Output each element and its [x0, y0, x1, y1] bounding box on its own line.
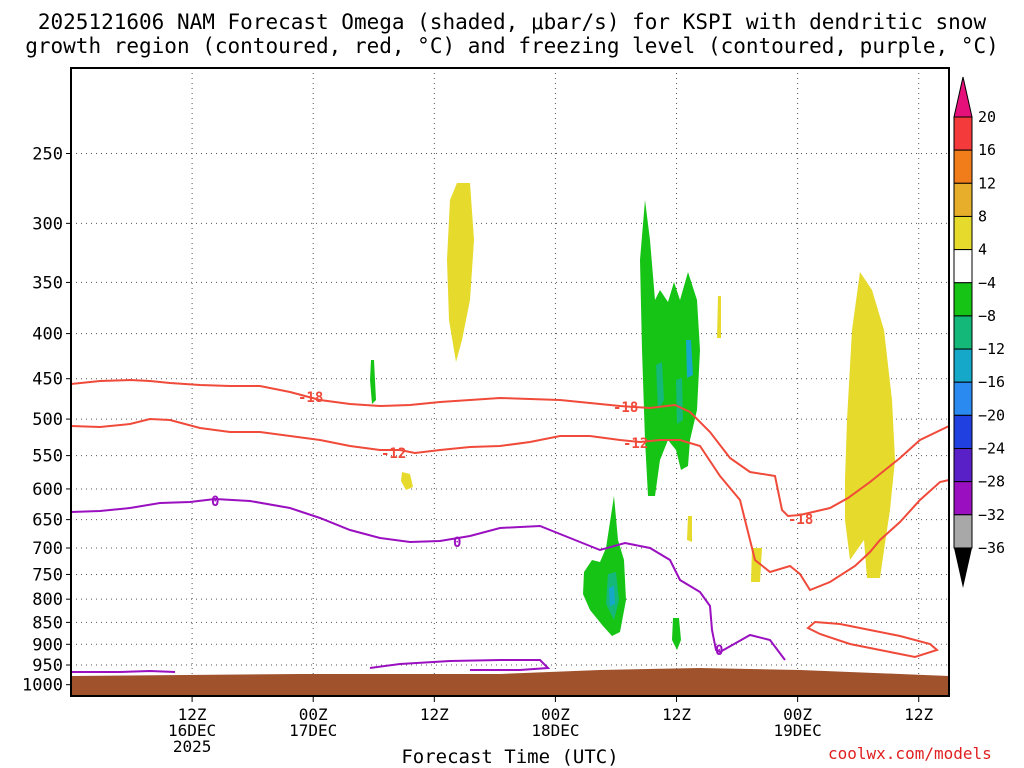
y-tick-label: 450	[32, 370, 63, 390]
x-tick-label: 12Z	[420, 705, 449, 724]
colorbar-label: 16	[978, 141, 996, 159]
y-tick-label: 500	[32, 410, 63, 430]
y-tick-label: 400	[32, 325, 63, 345]
omega-sinking-region-late	[845, 272, 895, 578]
dgz-contour-minus18	[71, 378, 949, 518]
gridlines	[71, 68, 949, 696]
colorbar-label: −36	[978, 539, 1005, 557]
omega-sinking-blob-small	[401, 472, 413, 490]
colorbar-label: 20	[978, 108, 996, 126]
y-tick-label: 550	[32, 447, 63, 467]
omega-upward-blob-small	[672, 618, 681, 650]
freezing-level-contours	[71, 497, 786, 673]
colorbar-label: −28	[978, 473, 1005, 491]
colorbar-swatch	[953, 116, 973, 151]
x-tick-label: 12Z	[178, 705, 207, 724]
y-tick-label: 950	[32, 656, 63, 676]
colorbar-swatch	[953, 315, 973, 350]
site-credit: coolwx.com/models	[828, 744, 992, 763]
x-tick-label: 2025	[173, 737, 212, 756]
colorbar-top-arrow	[953, 76, 973, 118]
y-tick-label: 850	[32, 613, 63, 633]
colorbar-swatch	[953, 348, 973, 383]
y-tick-label: 650	[32, 511, 63, 531]
chart-title-line-1: 2025121606 NAM Forecast Omega (shaded, μ…	[37, 10, 987, 34]
colorbar-label: −32	[978, 506, 1005, 524]
colorbar-swatch	[953, 514, 973, 549]
omega-upward-region-low	[583, 496, 626, 636]
colorbar-swatch	[953, 215, 973, 251]
x-tick-label: 18DEC	[531, 721, 579, 740]
omega-sinking-blob-small	[687, 516, 692, 542]
colorbar-label: −8	[978, 307, 996, 325]
freezing-level-contour	[71, 497, 786, 661]
x-tick-label: 12Z	[904, 705, 933, 724]
contour-labels: -18 -18 -18 -12 -12 0 0 0	[211, 390, 813, 659]
y-tick-label: 700	[32, 539, 63, 559]
terrain-surface	[71, 668, 949, 696]
colorbar-label: −12	[978, 340, 1005, 358]
x-tick-label: 19DEC	[774, 721, 822, 740]
colorbar-swatch	[953, 149, 973, 184]
chart-title-line-2: growth region (contoured, red, °C) and f…	[25, 34, 999, 58]
colorbar-label: 12	[978, 174, 996, 192]
colorbar-bottom-arrow	[954, 547, 972, 588]
dgz-label: -18	[298, 390, 323, 406]
dgz-label: -12	[623, 436, 648, 452]
y-tick-label: 350	[32, 273, 63, 293]
omega-upward-region-mid	[656, 362, 664, 410]
colorbar-label: −24	[978, 440, 1005, 458]
x-tick-label: 17DEC	[289, 721, 337, 740]
y-tick-label: 750	[32, 565, 63, 585]
colorbar-swatch	[953, 182, 973, 217]
dgz-contour-minus12	[71, 417, 949, 592]
x-tick-label: 00Z	[299, 705, 328, 724]
x-tick-label: 16DEC	[168, 721, 216, 740]
colorbar-swatch	[953, 414, 973, 450]
colorbar-swatch	[953, 381, 973, 416]
colorbar-label: −4	[978, 274, 996, 292]
omega-upward-blob-small	[370, 360, 376, 404]
colorbar-label: −16	[978, 373, 1005, 391]
x-tick-label: 00Z	[541, 705, 570, 724]
colorbar-swatch	[953, 282, 973, 317]
dgz-label: -12	[381, 446, 406, 462]
y-tick-label: 600	[32, 480, 63, 500]
dgz-label: -18	[613, 400, 638, 416]
plot-frame	[70, 67, 950, 697]
y-tick-label: 300	[32, 214, 63, 234]
dgz-contours	[71, 378, 949, 659]
omega-sinking-blob-small	[717, 296, 721, 338]
dgz-label: -18	[788, 512, 813, 528]
omega-shading	[370, 183, 895, 650]
omega-upward-region-mid	[686, 340, 693, 378]
y-tick-label: 1000	[22, 676, 63, 696]
colorbar-swatch	[953, 249, 973, 284]
freezing-label: 0	[715, 643, 723, 659]
colorbar-label: −20	[978, 406, 1005, 424]
omega-upward-region-mid	[676, 378, 683, 424]
omega-sinking-region-aloft	[447, 183, 474, 362]
y-tick-label: 900	[32, 635, 63, 655]
x-axis-title: Forecast Time (UTC)	[401, 746, 618, 768]
y-axis: 2503003504004505005506006507007508008509…	[22, 144, 71, 696]
x-tick-label: 00Z	[783, 705, 812, 724]
freezing-label: 0	[453, 535, 461, 551]
freezing-label: 0	[211, 494, 219, 510]
dgz-contour-closed	[806, 620, 940, 659]
omega-upward-region-core	[640, 200, 700, 496]
y-tick-label: 800	[32, 590, 63, 610]
x-tick-label: 12Z	[662, 705, 691, 724]
colorbar-label: 8	[978, 207, 987, 225]
colorbar-swatch	[953, 448, 973, 483]
colorbar: 20 16 12 8 4 −4 −8 −12 −16 −20 −24 −28 −32 −36	[953, 76, 1005, 588]
y-tick-label: 250	[32, 144, 63, 164]
omega-upward-region-low-core	[609, 586, 615, 606]
colorbar-label: 4	[978, 241, 987, 259]
freezing-level-contour-surface	[71, 659, 551, 673]
colorbar-swatch	[953, 481, 973, 516]
